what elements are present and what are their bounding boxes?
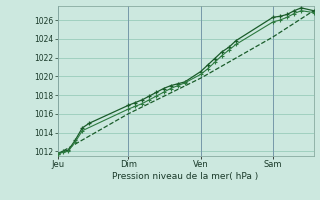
X-axis label: Pression niveau de la mer( hPa ): Pression niveau de la mer( hPa ): [112, 172, 259, 181]
